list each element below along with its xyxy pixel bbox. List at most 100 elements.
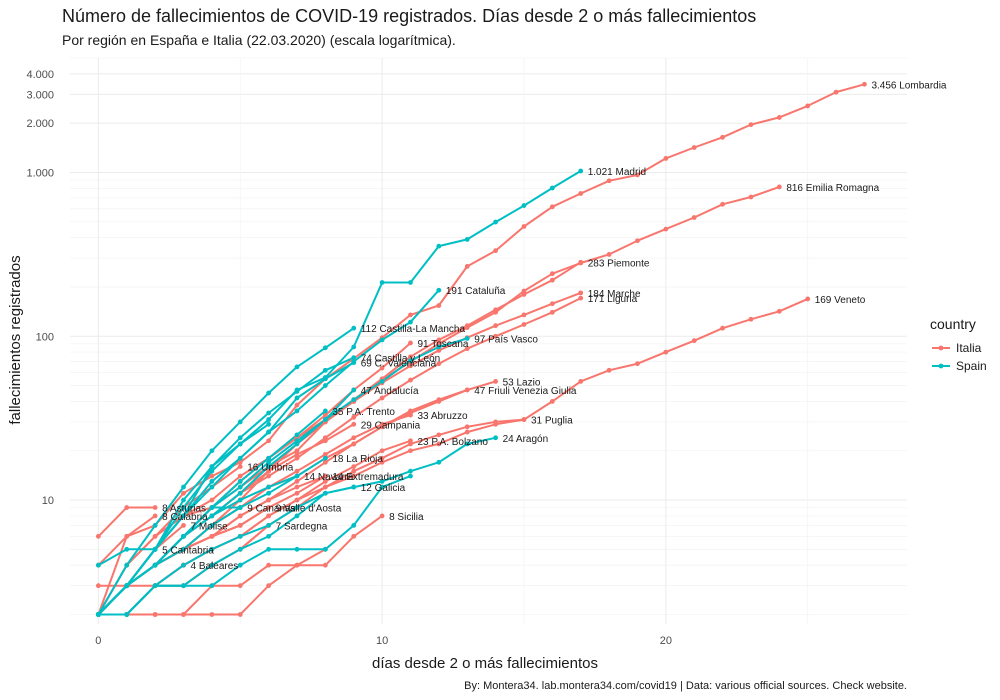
data-point — [237, 464, 243, 469]
data-point — [294, 395, 300, 401]
data-point — [408, 340, 413, 346]
data-point — [351, 468, 357, 474]
data-point — [493, 435, 498, 441]
data-point — [493, 419, 498, 425]
data-point — [266, 429, 272, 435]
data-point — [237, 490, 243, 496]
data-point — [549, 309, 555, 315]
data-point — [294, 490, 300, 496]
data-point — [237, 612, 243, 617]
legend-label: Italia — [956, 341, 982, 355]
series-labels: 3.456 Lombardia 816 Emilia Romagna 283 Pie… — [162, 80, 947, 572]
data-point — [322, 417, 328, 422]
data-point — [124, 612, 130, 617]
series-end-label: 283 Piemonte — [588, 258, 650, 269]
data-point — [237, 419, 243, 425]
data-point — [379, 395, 385, 401]
data-point — [152, 583, 158, 589]
data-point — [294, 484, 300, 490]
data-point — [436, 243, 442, 249]
data-point — [152, 522, 158, 528]
data-point — [663, 349, 669, 355]
data-point — [464, 387, 470, 393]
y-tick-label: 100 — [36, 331, 54, 343]
data-point — [209, 522, 215, 528]
data-point — [209, 478, 215, 484]
data-point — [606, 252, 612, 257]
data-point — [464, 346, 470, 352]
data-point — [237, 484, 243, 490]
data-point — [748, 122, 754, 128]
series-end-label: 24 Aragón — [503, 434, 549, 445]
data-point — [436, 432, 442, 438]
data-point — [209, 583, 215, 589]
series-end-label: 29 Campania — [361, 420, 421, 431]
data-point — [266, 546, 272, 552]
data-point — [266, 459, 272, 465]
data-point — [635, 238, 640, 244]
data-point — [237, 562, 243, 568]
data-point — [95, 612, 101, 617]
data-point — [152, 513, 158, 519]
data-point — [237, 441, 243, 447]
series-end-label: 7 Sardegna — [276, 521, 328, 532]
data-point — [124, 583, 130, 589]
series-line — [97, 515, 156, 566]
series-end-label: 35 P.A. Trento — [332, 407, 395, 418]
data-point — [464, 424, 470, 430]
data-point — [294, 513, 300, 519]
data-point — [237, 583, 243, 589]
data-point — [322, 484, 328, 490]
series-line — [97, 327, 355, 615]
data-point — [408, 319, 413, 325]
legend-title: country — [930, 316, 976, 332]
chart-subtitle: Por región en España e Italia (22.03.202… — [62, 32, 456, 48]
series-end-label: 91 Toscana — [417, 339, 468, 350]
data-point — [578, 191, 584, 196]
data-point — [294, 408, 300, 414]
data-point — [776, 115, 782, 120]
data-point — [237, 497, 243, 503]
data-point — [351, 522, 357, 528]
data-point — [436, 347, 442, 353]
data-point — [493, 379, 498, 384]
data-point — [266, 490, 272, 496]
data-point — [181, 533, 186, 539]
data-point — [578, 259, 584, 265]
data-point — [351, 414, 357, 420]
data-point — [379, 280, 385, 285]
data-point — [181, 522, 186, 528]
data-point — [322, 459, 328, 465]
data-point — [209, 484, 215, 490]
data-point — [322, 412, 328, 418]
data-point — [266, 522, 272, 528]
data-point — [379, 379, 385, 384]
data-point — [408, 448, 413, 454]
data-point — [209, 505, 215, 510]
data-point — [436, 287, 442, 293]
data-point — [493, 219, 498, 225]
data-point — [464, 263, 470, 269]
data-point — [266, 473, 272, 479]
data-point — [379, 365, 385, 371]
data-point — [549, 204, 555, 210]
data-point — [464, 323, 470, 329]
data-point — [209, 513, 215, 519]
data-point — [521, 417, 527, 422]
data-point — [521, 288, 527, 294]
data-point — [408, 468, 413, 474]
data-point — [294, 455, 300, 461]
data-point — [351, 387, 357, 393]
data-point — [95, 583, 101, 589]
data-point — [181, 583, 186, 589]
data-point — [691, 338, 697, 344]
data-point — [266, 438, 272, 444]
data-point — [351, 325, 357, 331]
series-end-label: 191 Cataluña — [446, 286, 506, 297]
data-point — [408, 312, 413, 318]
x-axis-title: días desde 2 o más fallecimientos — [372, 655, 598, 672]
series-end-label: 8 Asturias — [162, 504, 206, 515]
data-point — [294, 497, 300, 503]
series-points — [95, 81, 867, 617]
